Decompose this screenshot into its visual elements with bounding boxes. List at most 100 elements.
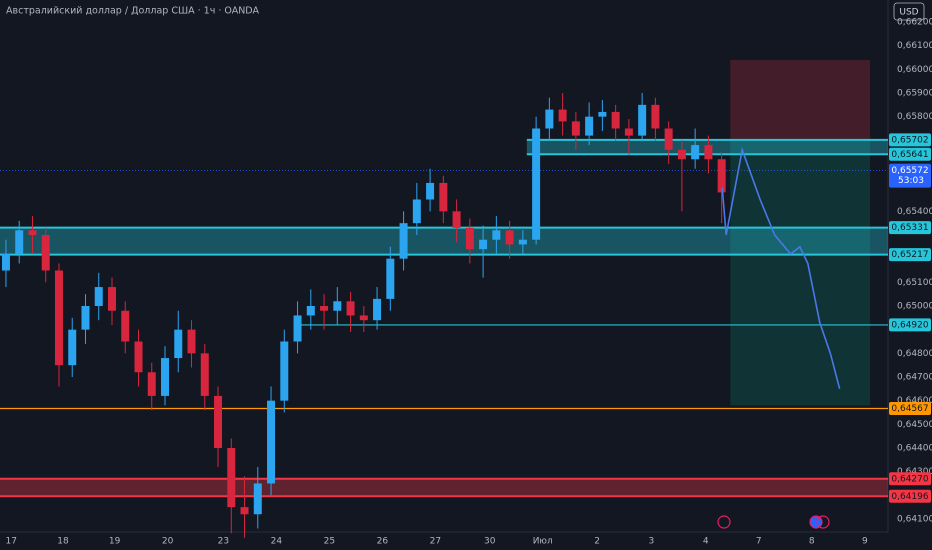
candle-body [439, 182, 448, 212]
candle-body [28, 230, 37, 235]
candle-body [121, 310, 130, 342]
target-zone [730, 139, 871, 406]
candle-body [346, 301, 355, 316]
x-tick-label: 4 [703, 537, 709, 547]
event-icon[interactable] [816, 515, 830, 529]
x-tick-label: 7 [756, 537, 762, 547]
x-tick-label: 3 [649, 537, 655, 547]
candle-body [651, 104, 660, 129]
y-tick-label: 0,64800 [897, 349, 932, 359]
y-tick-label: 0,66100 [897, 41, 932, 51]
price-tag-label: 0,64270 [891, 474, 928, 484]
x-tick-label: 8 [809, 537, 815, 547]
candle-body [518, 239, 527, 245]
candle-body [452, 211, 461, 228]
candle-body [134, 341, 143, 373]
countdown-label: 53:03 [898, 176, 924, 186]
price-tag-label: 0,65217 [891, 250, 928, 260]
candle-body [638, 104, 647, 136]
candle-body [624, 128, 633, 136]
x-tick-label: 30 [484, 537, 496, 547]
candle-body [571, 121, 580, 136]
y-tick-label: 0,64300 [897, 467, 932, 477]
price-tag-label: 0,64567 [891, 404, 928, 414]
x-tick-label: 24 [271, 537, 283, 547]
y-tick-label: 0,64700 [897, 372, 932, 382]
candle-body [426, 182, 435, 200]
y-tick-label: 0,65900 [897, 89, 932, 99]
candle-body [545, 109, 554, 129]
x-tick-label: 9 [862, 537, 868, 547]
candle-body [161, 358, 170, 396]
currency-label: USD [899, 8, 918, 18]
y-tick-label: 0,65100 [897, 278, 932, 288]
y-tick-label: 0,64100 [897, 514, 932, 524]
candle-body [81, 305, 90, 330]
y-tick-label: 0,64600 [897, 396, 932, 406]
price-tag [889, 221, 931, 235]
candle-body [41, 234, 50, 271]
price-tag-label: 0,64196 [891, 492, 928, 502]
stop-zone [730, 60, 871, 140]
price-tag [889, 401, 931, 415]
event-icon[interactable] [809, 515, 823, 529]
candle-body [107, 287, 116, 311]
candle-body [280, 341, 289, 401]
x-tick-label: 26 [377, 537, 389, 547]
candle-body [320, 305, 329, 311]
y-tick-label: 0,66200 [897, 18, 932, 28]
x-tick-label: 23 [218, 537, 229, 547]
candle-body [147, 372, 156, 396]
candle-body [598, 111, 607, 117]
candle-body [677, 149, 686, 160]
y-tick-label: 0,65400 [897, 207, 932, 217]
y-tick-label: 0,64500 [897, 420, 932, 430]
x-tick-label: 2 [594, 537, 600, 547]
candle-body [373, 298, 382, 321]
candle-body [227, 447, 236, 508]
zone [0, 478, 888, 497]
candle-body [532, 128, 541, 240]
y-tick-label: 0,65800 [897, 112, 932, 122]
candle-body [611, 111, 620, 129]
candle-body [359, 315, 368, 321]
candle-body [691, 145, 700, 160]
event-icon[interactable] [717, 515, 731, 529]
price-tag-label: 0,65641 [891, 150, 928, 160]
price-tag-label: 0,64920 [891, 320, 928, 330]
x-tick-label: 19 [109, 537, 121, 547]
candle-body [94, 287, 103, 306]
candle-body [187, 329, 196, 354]
y-tick-label: 0,64400 [897, 443, 932, 453]
price-tag [889, 489, 931, 503]
candle-body [54, 270, 63, 366]
candle-body [174, 329, 183, 359]
candle-body [15, 230, 24, 254]
candle-body [214, 395, 223, 448]
candle-body [585, 116, 594, 136]
candle-body [68, 329, 77, 366]
candle-body [200, 353, 209, 396]
candle-body [293, 315, 302, 342]
chart-title: Австралийский доллар / Доллар США · 1ч ·… [6, 6, 259, 17]
current-price-label: 0,65572 [891, 166, 928, 176]
currency-button[interactable] [893, 2, 925, 21]
x-tick-label: 17 [6, 537, 17, 547]
y-tick-label: 0,66000 [897, 65, 932, 75]
x-tick-label: Июл [533, 537, 553, 547]
candle-body [399, 223, 408, 259]
price-tag-label: 0,65702 [891, 135, 928, 145]
candle-body [412, 199, 421, 224]
price-tag [889, 472, 931, 486]
candle-body [664, 128, 673, 150]
candle-body [505, 230, 514, 245]
candle-body [492, 230, 501, 240]
price-tag [889, 147, 931, 161]
price-tag [889, 248, 931, 262]
candle-body [704, 145, 713, 160]
zone [0, 227, 888, 255]
projection-line [721, 146, 841, 390]
y-tick-label: 0,65000 [897, 301, 932, 311]
current-price-tag [889, 163, 931, 188]
